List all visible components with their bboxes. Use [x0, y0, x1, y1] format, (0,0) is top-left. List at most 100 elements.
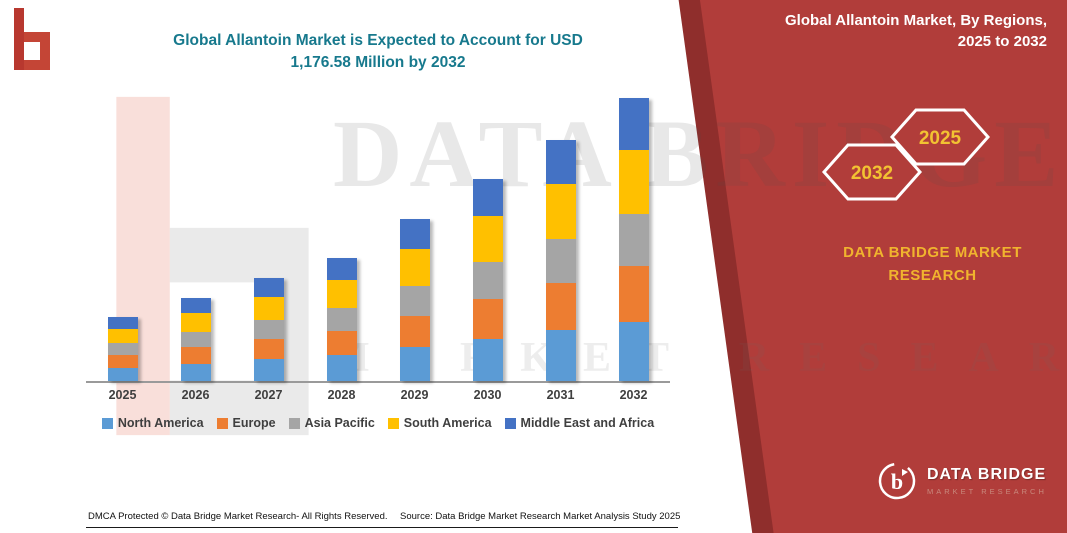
panel-title-line2: 2025 to 2032 — [957, 33, 1047, 50]
brand-text: DATA BRIDGE MARKET RESEARCH — [820, 241, 1045, 288]
hexagon-year-badges: 2032 2025 — [821, 108, 991, 201]
bar-segment — [472, 299, 503, 339]
stacked-bar-2032 — [618, 97, 649, 381]
bar-column-2031 — [524, 139, 597, 381]
x-axis-label: 2026 — [181, 388, 210, 402]
legend-item: Europe — [216, 416, 276, 430]
bar-column-2030 — [451, 178, 524, 381]
footer-logo-name: DATA BRIDGE — [927, 466, 1047, 483]
legend-label: South America — [403, 416, 492, 430]
bar-segment — [545, 330, 576, 381]
bar-column-2028 — [305, 257, 378, 381]
hexagon-2032-icon — [821, 143, 923, 201]
footer-divider-line — [86, 527, 678, 528]
bar-segment — [399, 249, 430, 286]
bar-segment — [326, 280, 357, 309]
brand-text-line1: DATA BRIDGE MARKET — [843, 244, 1022, 261]
legend-item: Asia Pacific — [288, 416, 375, 430]
legend-label: Asia Pacific — [304, 416, 375, 430]
bar-segment — [545, 238, 576, 284]
stacked-bar-2028 — [326, 257, 357, 381]
bar-segment — [472, 338, 503, 381]
hexagon-2025-icon — [889, 108, 991, 166]
brand-text-line2: RESEARCH — [888, 267, 977, 285]
legend-swatch-icon — [387, 417, 399, 429]
footer-logo-subtitle: MARKET RESEARCH — [927, 487, 1047, 496]
x-axis-label: 2031 — [546, 388, 575, 402]
bar-segment — [180, 298, 211, 314]
chart-title-line2: 1,176.58 Million by 2032 — [290, 54, 466, 72]
legend-swatch-icon — [288, 417, 300, 429]
stacked-bar-chart: 2025 2026 2027 2028 2029 2030 2031 2032 North A… — [86, 97, 670, 430]
svg-text:b: b — [891, 469, 903, 494]
bar-column-2027 — [232, 277, 305, 381]
hexagon-2025-label: 2025 — [919, 128, 962, 149]
legend-item: Middle East and Africa — [504, 416, 655, 430]
stacked-bar-2026 — [180, 298, 211, 381]
bar-segment — [107, 329, 138, 344]
bar-segment — [180, 363, 211, 381]
legend-label: Middle East and Africa — [520, 416, 655, 430]
bar-segment — [253, 277, 284, 297]
bar-segment — [399, 315, 430, 348]
bar-segment — [107, 343, 138, 356]
bar-segment — [326, 308, 357, 332]
circle-b-logo-icon: b — [878, 462, 916, 500]
legend-swatch-icon — [101, 417, 113, 429]
bar-segment — [253, 339, 284, 360]
stacked-bar-2031 — [545, 139, 576, 381]
plot-area — [86, 97, 670, 383]
legend-label: Europe — [232, 416, 276, 430]
x-axis-label: 2025 — [108, 388, 137, 402]
bar-segment — [180, 332, 211, 348]
legend-swatch-icon — [216, 417, 228, 429]
bar-column-2032 — [597, 97, 670, 381]
bar-segment — [326, 355, 357, 381]
footer-dmca-text: DMCA Protected © Data Bridge Market Rese… — [88, 511, 388, 522]
bar-segment — [399, 347, 430, 381]
stacked-bar-2025 — [107, 317, 138, 381]
legend-label: North America — [117, 416, 204, 430]
bar-column-2029 — [378, 219, 451, 381]
legend: North America Europe Asia Pacific South Ame… — [86, 416, 670, 430]
bar-segment — [253, 359, 284, 381]
bar-segment — [545, 139, 576, 185]
bar-segment — [107, 367, 138, 381]
bar-segment — [399, 219, 430, 250]
legend-swatch-icon — [504, 417, 516, 429]
bar-segment — [326, 331, 357, 356]
bar-segment — [180, 313, 211, 333]
bar-segment — [326, 257, 357, 281]
bar-segment — [399, 285, 430, 316]
bar-segment — [545, 184, 576, 239]
bar-segment — [472, 178, 503, 217]
bar-segment — [618, 150, 649, 215]
bar-segment — [618, 97, 649, 151]
x-axis-label: 2027 — [254, 388, 283, 402]
bar-segment — [107, 355, 138, 368]
bar-segment — [618, 266, 649, 322]
bar-segment — [472, 261, 503, 300]
stacked-bar-2030 — [472, 178, 503, 381]
panel-title: Global Allantoin Market, By Regions, 202… — [717, 10, 1047, 52]
bar-segment — [107, 317, 138, 330]
panel-title-line1: Global Allantoin Market, By Regions, — [785, 12, 1047, 29]
footer-source-text: Source: Data Bridge Market Research Mark… — [400, 511, 681, 522]
bar-segment — [618, 214, 649, 267]
bar-segment — [618, 321, 649, 381]
data-bridge-logo-b-icon — [14, 8, 50, 70]
chart-title: Global Allantoin Market is Expected to A… — [118, 30, 638, 75]
bar-segment — [253, 320, 284, 340]
bar-segment — [180, 347, 211, 364]
bar-segment — [545, 283, 576, 331]
stacked-bar-2029 — [399, 219, 430, 381]
hexagon-2032-label: 2032 — [851, 163, 893, 184]
bar-segment — [253, 296, 284, 321]
legend-item: South America — [387, 416, 492, 430]
x-axis-label: 2032 — [619, 388, 648, 402]
x-axis-labels: 2025 2026 2027 2028 2029 2030 2031 2032 — [86, 388, 670, 402]
footer-logo: b DATA BRIDGE MARKET RESEARCH — [876, 460, 1047, 502]
x-axis-label: 2030 — [473, 388, 502, 402]
legend-item: North America — [101, 416, 204, 430]
